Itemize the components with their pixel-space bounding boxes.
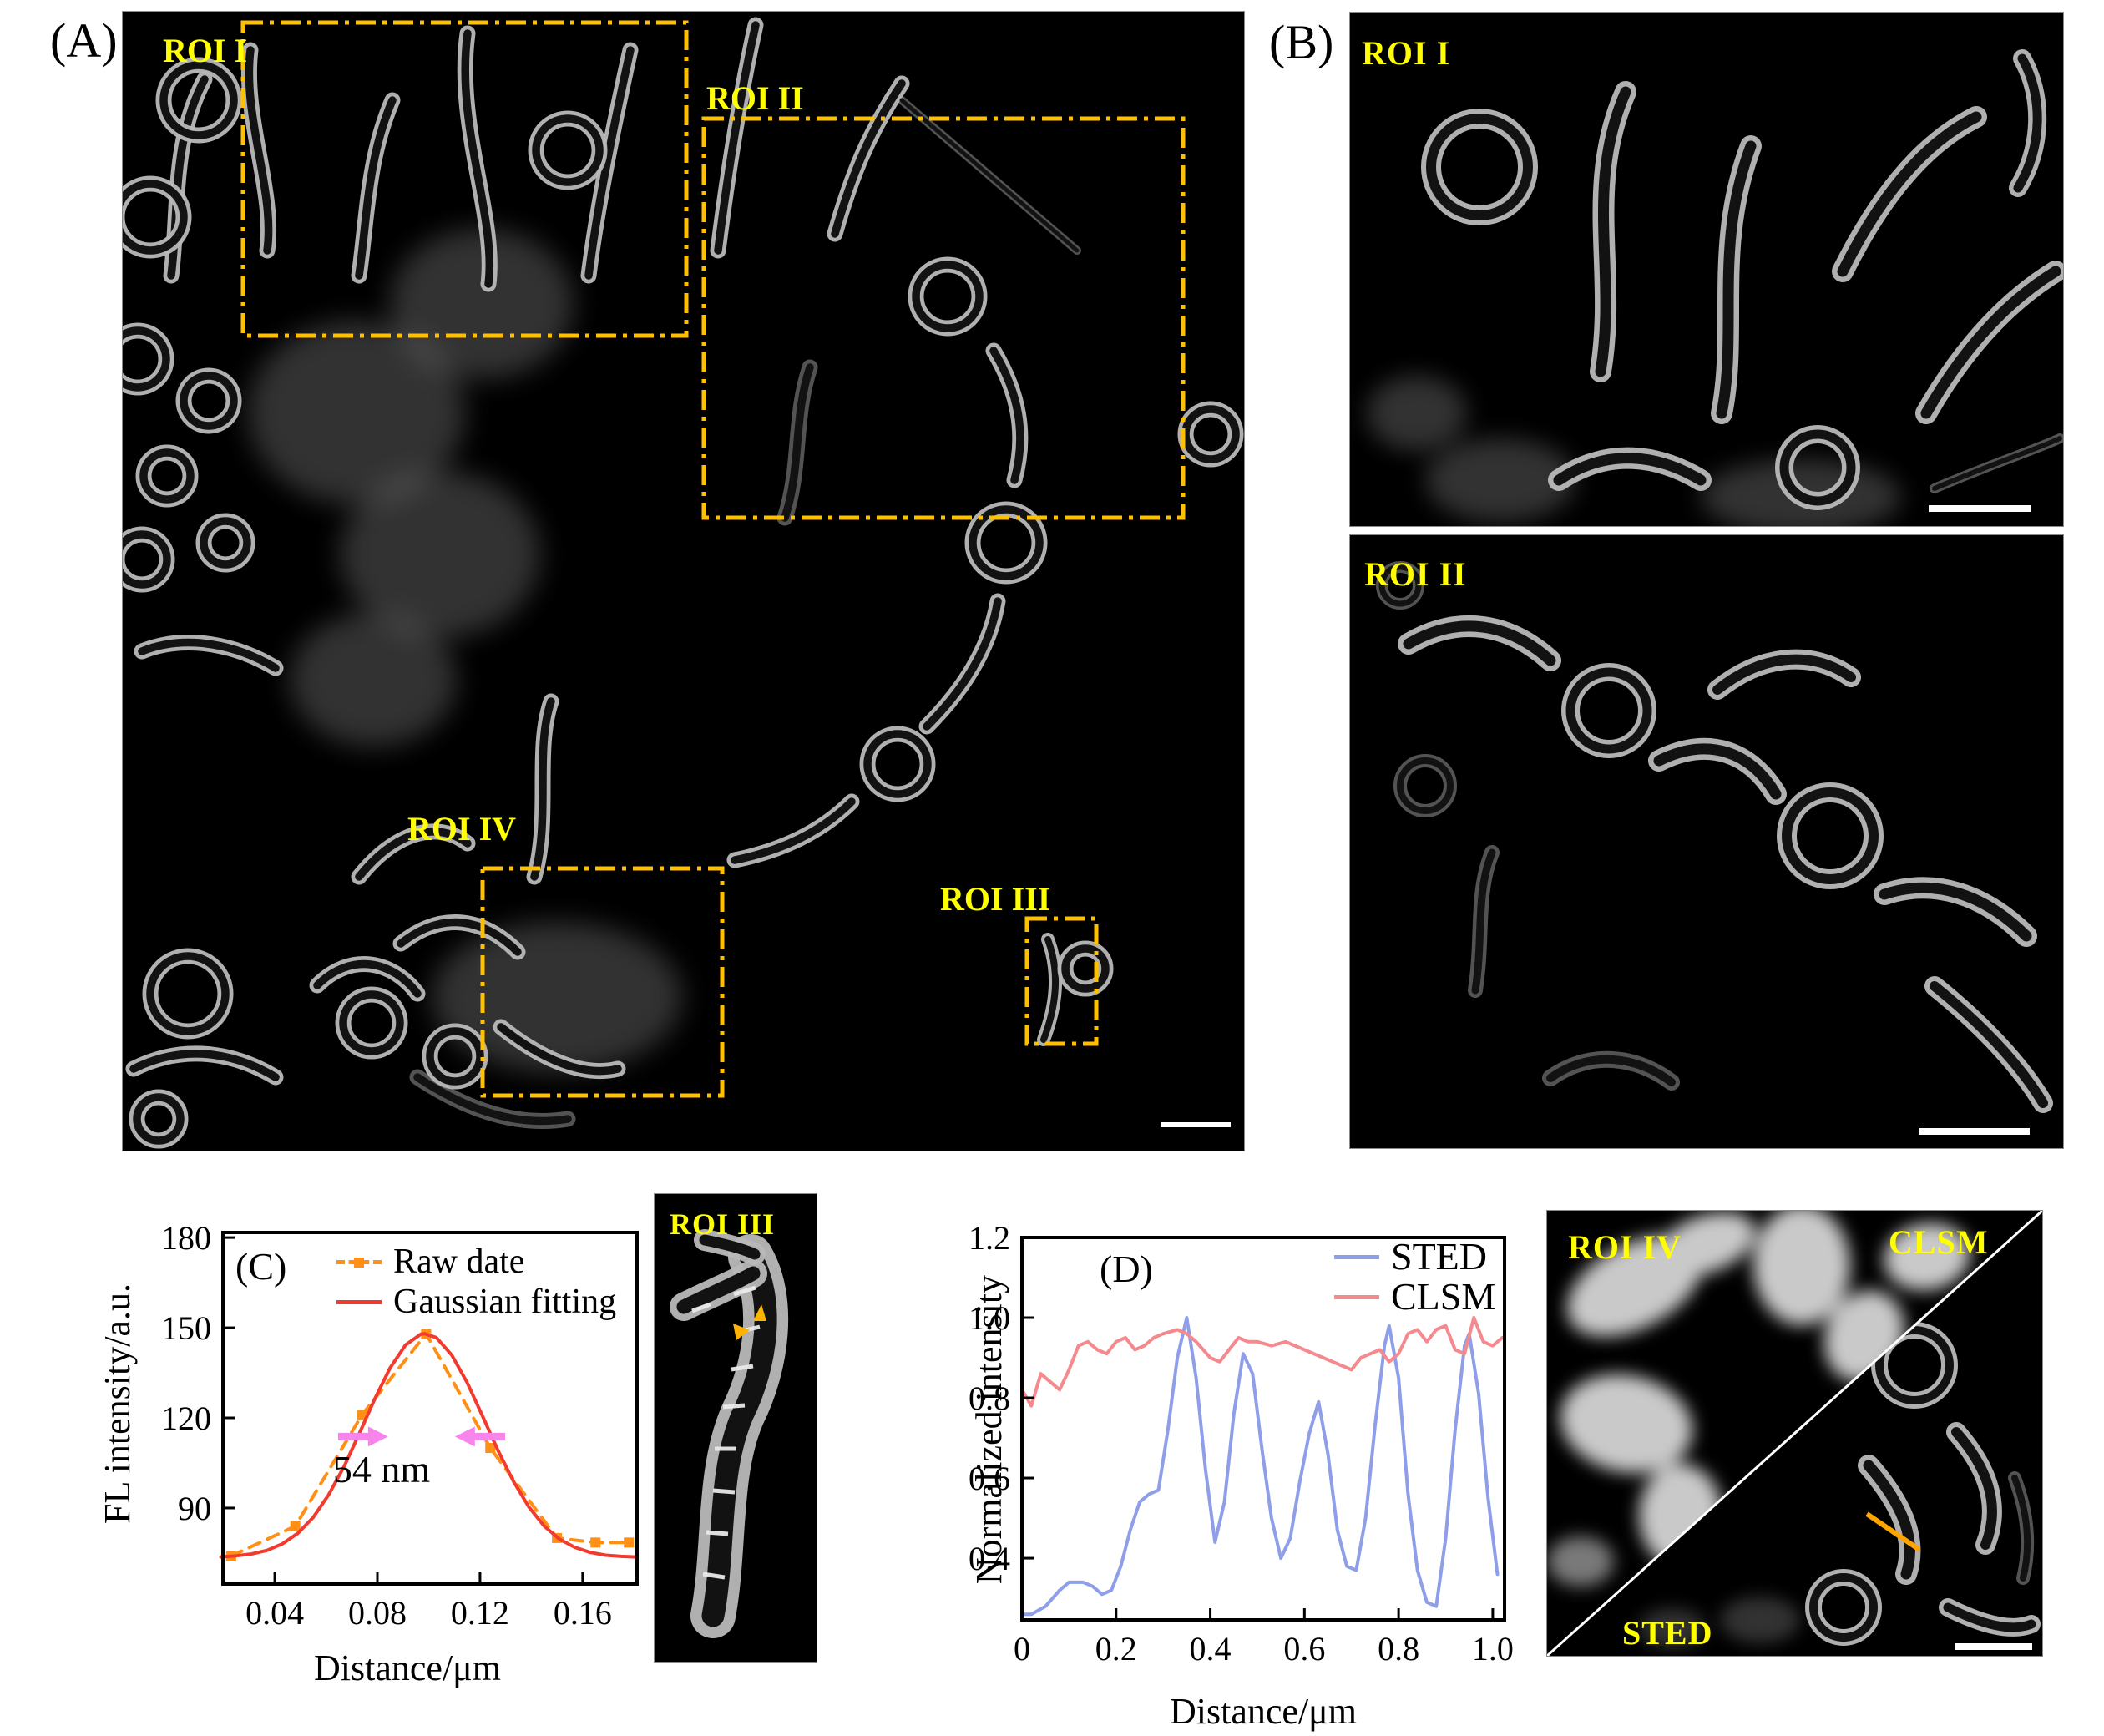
svg-text:1.0: 1.0 [969,1299,1010,1337]
svg-text:120: 120 [161,1399,211,1437]
series-sted [1020,1316,1500,1617]
svg-text:0.8: 0.8 [969,1379,1010,1417]
chart-c-letter: (C) [235,1245,287,1288]
roi3-inset-image [654,1193,817,1663]
svg-text:0.6: 0.6 [969,1460,1010,1497]
svg-text:90: 90 [178,1490,211,1527]
roi-box-label: ROI IV [407,810,516,848]
panel-b-roi1-label: ROI I [1362,34,1451,72]
svg-text:1.0: 1.0 [1472,1630,1514,1668]
legend-item-gauss: Gaussian fitting [336,1284,616,1319]
panel-a-scalebar [1161,1122,1231,1127]
panel-b-roi2-label: ROI II [1364,555,1467,593]
panel-b-roi2-scalebar [1919,1128,2030,1135]
svg-text:0.2: 0.2 [1095,1630,1137,1668]
clsm-sted-compare-image [1546,1210,2043,1657]
svg-text:0: 0 [1014,1630,1030,1668]
sted-half [1639,1322,2041,1648]
chart-d: 0 0.2 0.4 0.6 0.8 1.0 0.4 0.6 0.8 1.0 1.2 [969,1219,1514,1668]
panel-a-image: ROI I ROI II ROI IV ROI III [122,11,1245,1151]
roi-box [1024,916,1099,1046]
svg-text:150: 150 [161,1309,211,1347]
series-raw-date [229,1332,631,1558]
diagonal-divider [1547,1211,2042,1656]
roi-box [240,20,689,338]
roi-box [701,116,1186,520]
line-profile-marker [1865,1511,1921,1552]
svg-text:0.4: 0.4 [969,1540,1010,1577]
panel-b-roi1-image [1349,12,2064,527]
legend-item-raw: Raw date [336,1244,616,1279]
panel-a-letter: (A) [50,13,118,68]
roi-box-label: ROI I [163,32,247,69]
roi-box-label: ROI II [706,79,804,117]
series-gaussian-fitting [219,1332,639,1559]
chart-d-letter: (D) [1100,1248,1153,1290]
roi-box [480,866,725,1098]
svg-text:0.4: 0.4 [1190,1630,1232,1668]
svg-text:1.2: 1.2 [969,1219,1010,1257]
compare-sted-label: STED [1622,1614,1713,1652]
compare-clsm-label: CLSM [1889,1223,1989,1261]
chart-d-xlabel: Distance/μm [1170,1691,1357,1732]
roi3-inset-label: ROI III [670,1207,776,1241]
roi-box-label: ROI III [940,880,1050,918]
chart-c-xlabel: Distance/μm [314,1647,501,1688]
chart-c-ylabel: FL intensity/a.u. [97,1283,138,1525]
panel-a-mitochondria [123,17,1244,1149]
panel-b-roi2-mitochondria [1376,561,2053,1113]
panel-b-roi2-image [1349,534,2064,1149]
legend-gauss-label: Gaussian fitting [393,1283,617,1321]
raw-line-swatch [336,1257,382,1268]
svg-text:0.6: 0.6 [1283,1630,1325,1668]
fwhm-annotation: 54 nm [332,1448,431,1491]
panel-b-roi1-mitochondria [1367,49,2063,526]
svg-text:0.12: 0.12 [451,1594,509,1632]
compare-roi4-label: ROI IV [1568,1228,1682,1266]
legend-clsm-label: CLSM [1391,1275,1496,1318]
arrowhead-icon [753,1304,766,1321]
clsm-line-swatch [1334,1294,1379,1299]
arrowhead-icon [733,1324,750,1340]
panel-a-roi-overlays: ROI I ROI II ROI IV ROI III [163,20,1186,1098]
svg-text:0.8: 0.8 [1378,1630,1419,1668]
svg-text:180: 180 [161,1219,211,1257]
legend-item-sted: STED [1334,1235,1495,1278]
chart-c: 0.04 0.08 0.12 0.16 90 120 150 180 [161,1219,639,1632]
svg-text:0.08: 0.08 [348,1594,407,1632]
compare-image-scalebar [1955,1643,2032,1650]
sted-line-swatch [1334,1254,1379,1259]
legend-sted-label: STED [1391,1235,1487,1278]
roi3-inset-mitochondrion [670,1229,789,1638]
chart-d-ylabel: Normalized intensity [969,1274,1009,1585]
gauss-line-swatch [336,1299,382,1304]
panel-b-letter: (B) [1269,15,1334,69]
panel-b-roi1-scalebar [1929,505,2031,512]
legend-raw-label: Raw date [393,1243,525,1281]
panel-a-haze [248,229,682,1072]
series-clsm [1020,1316,1505,1408]
svg-text:0.16: 0.16 [554,1594,612,1632]
chart-d-legend: STED CLSM [1334,1235,1496,1318]
legend-item-clsm: CLSM [1334,1275,1496,1318]
chart-c-legend: Raw date Gaussian fitting [336,1244,616,1319]
svg-text:0.04: 0.04 [245,1594,304,1632]
